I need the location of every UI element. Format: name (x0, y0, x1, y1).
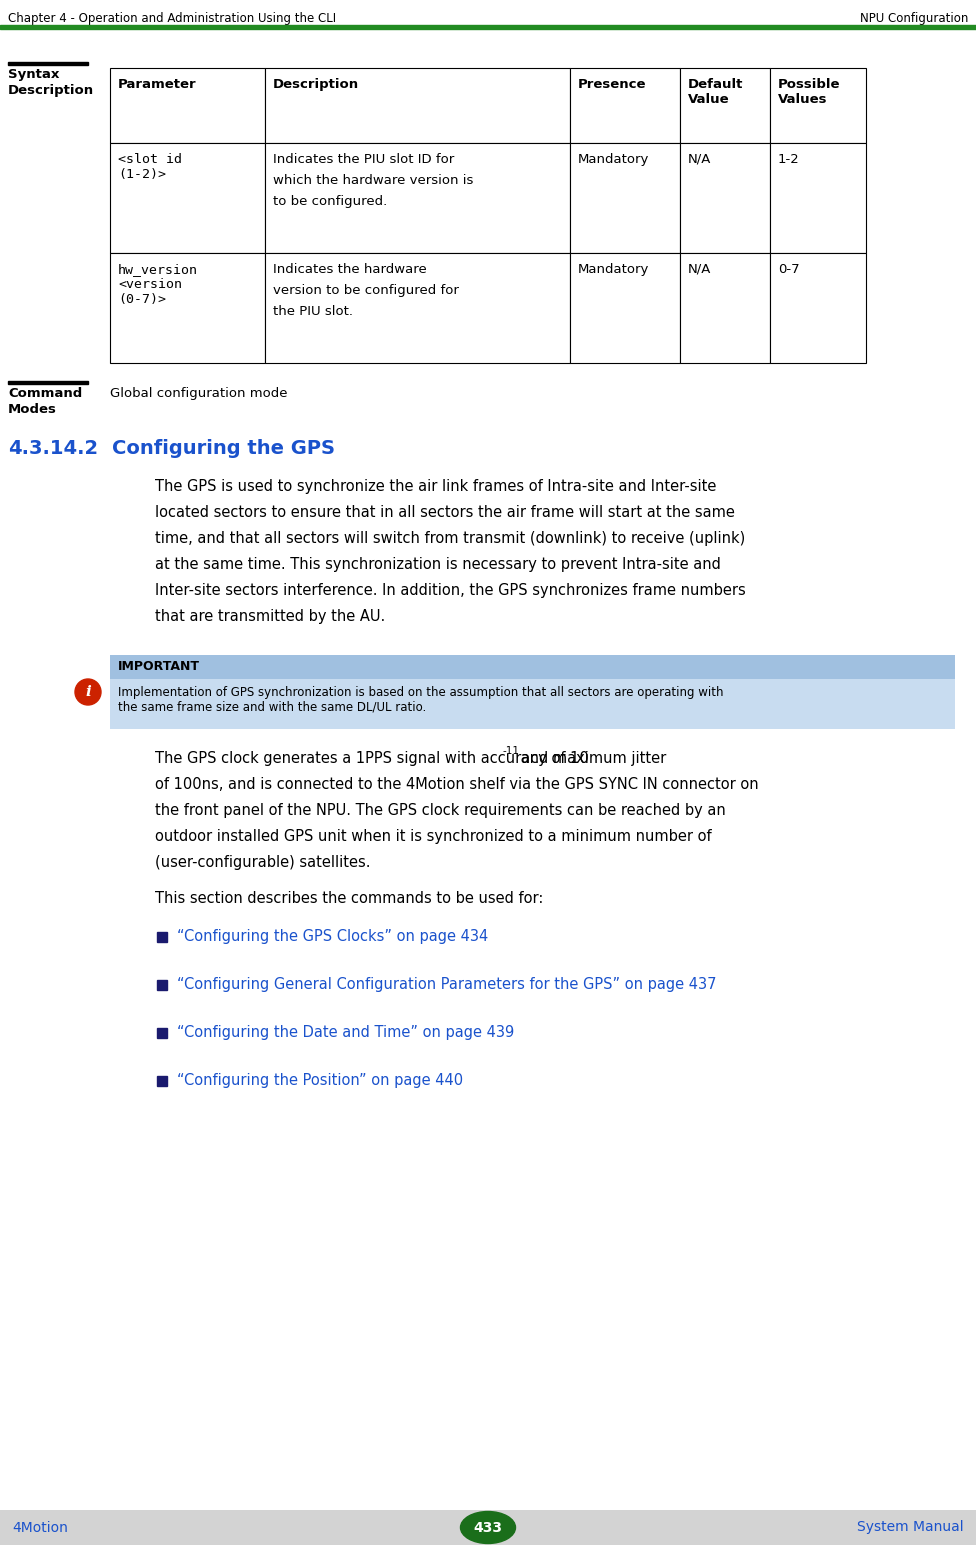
Bar (570, 68, 680, 144)
Text: 0-7: 0-7 (778, 263, 799, 277)
Text: Description: Description (273, 77, 359, 91)
Text: that are transmitted by the AU.: that are transmitted by the AU. (155, 609, 386, 624)
Bar (680, 144, 770, 253)
Text: located sectors to ensure that in all sectors the air frame will start at the sa: located sectors to ensure that in all se… (155, 505, 735, 521)
Text: Description: Description (8, 83, 94, 97)
Text: 433: 433 (473, 1520, 503, 1534)
Bar (110, 253, 265, 363)
Bar (265, 68, 570, 144)
Text: NPU Configuration: NPU Configuration (860, 12, 968, 25)
Text: Presence: Presence (578, 77, 646, 91)
Text: at the same time. This synchronization is necessary to prevent Intra-site and: at the same time. This synchronization i… (155, 558, 721, 572)
Bar (8, 382, 88, 383)
Text: Chapter 4 - Operation and Administration Using the CLI: Chapter 4 - Operation and Administration… (8, 12, 336, 25)
Text: Syntax: Syntax (8, 68, 60, 80)
Bar (157, 1027, 167, 1038)
Text: Modes: Modes (8, 403, 57, 416)
Text: “Configuring the GPS Clocks” on page 434: “Configuring the GPS Clocks” on page 434 (177, 929, 488, 944)
Text: Parameter: Parameter (118, 77, 196, 91)
Text: time, and that all sectors will switch from transmit (downlink) to receive (upli: time, and that all sectors will switch f… (155, 531, 746, 545)
Text: “Configuring the Position” on page 440: “Configuring the Position” on page 440 (177, 1072, 464, 1088)
Text: N/A: N/A (688, 153, 712, 165)
Text: Global configuration mode: Global configuration mode (110, 386, 288, 400)
Bar (570, 144, 680, 253)
Text: This section describes the commands to be used for:: This section describes the commands to b… (155, 891, 544, 905)
Text: The GPS clock generates a 1PPS signal with accuracy of 10: The GPS clock generates a 1PPS signal wi… (155, 751, 589, 766)
Text: Command: Command (8, 386, 82, 400)
Bar (770, 253, 866, 363)
Bar (770, 68, 866, 144)
Bar (570, 253, 680, 363)
Bar (157, 1075, 167, 1086)
Bar (265, 253, 570, 363)
Text: i: i (85, 684, 91, 698)
Text: Indicates the hardware
version to be configured for
the PIU slot.: Indicates the hardware version to be con… (273, 263, 459, 318)
Text: Configuring the GPS: Configuring the GPS (112, 439, 335, 457)
Text: (user-configurable) satellites.: (user-configurable) satellites. (155, 854, 371, 870)
Text: Implementation of GPS synchronization is based on the assumption that all sector: Implementation of GPS synchronization is… (118, 686, 723, 698)
Text: “Configuring General Configuration Parameters for the GPS” on page 437: “Configuring General Configuration Param… (177, 976, 716, 992)
Text: System Manual: System Manual (857, 1520, 964, 1534)
Text: 4.3.14.2: 4.3.14.2 (8, 439, 99, 457)
Bar (157, 932, 167, 942)
Bar (110, 144, 265, 253)
Text: 1-2: 1-2 (778, 153, 799, 165)
Text: outdoor installed GPS unit when it is synchronized to a minimum number of: outdoor installed GPS unit when it is sy… (155, 830, 712, 844)
Text: hw_version
<version
(0-7)>: hw_version <version (0-7)> (118, 263, 198, 306)
Bar (8, 62, 88, 65)
Text: the same frame size and with the same DL/UL ratio.: the same frame size and with the same DL… (118, 701, 427, 714)
Bar (0, 25, 976, 29)
Text: Default
Value: Default Value (688, 77, 744, 107)
Text: Mandatory: Mandatory (578, 263, 649, 277)
Ellipse shape (461, 1511, 515, 1543)
Bar (110, 68, 265, 144)
Bar (680, 68, 770, 144)
Bar (110, 655, 955, 678)
Text: N/A: N/A (688, 263, 712, 277)
Text: 4Motion: 4Motion (12, 1520, 68, 1534)
Text: -11: -11 (503, 746, 519, 756)
Bar (157, 980, 167, 990)
Text: “Configuring the Date and Time” on page 439: “Configuring the Date and Time” on page … (177, 1024, 514, 1040)
Text: Indicates the PIU slot ID for
which the hardware version is
to be configured.: Indicates the PIU slot ID for which the … (273, 153, 473, 209)
Text: IMPORTANT: IMPORTANT (118, 660, 200, 674)
Text: Inter-site sectors interference. In addition, the GPS synchronizes frame numbers: Inter-site sectors interference. In addi… (155, 582, 746, 598)
Bar (110, 678, 955, 729)
Text: of 100ns, and is connected to the 4Motion shelf via the GPS SYNC IN connector on: of 100ns, and is connected to the 4Motio… (155, 777, 758, 793)
Text: Possible
Values: Possible Values (778, 77, 840, 107)
Bar (770, 144, 866, 253)
Bar (265, 144, 570, 253)
Text: <slot id
(1-2)>: <slot id (1-2)> (118, 153, 182, 181)
Circle shape (75, 678, 101, 705)
Bar (680, 253, 770, 363)
Bar (0, 1509, 976, 1545)
Text: and maximum jitter: and maximum jitter (516, 751, 667, 766)
Text: Mandatory: Mandatory (578, 153, 649, 165)
Text: The GPS is used to synchronize the air link frames of Intra-site and Inter-site: The GPS is used to synchronize the air l… (155, 479, 716, 494)
Text: the front panel of the NPU. The GPS clock requirements can be reached by an: the front panel of the NPU. The GPS cloc… (155, 803, 726, 817)
